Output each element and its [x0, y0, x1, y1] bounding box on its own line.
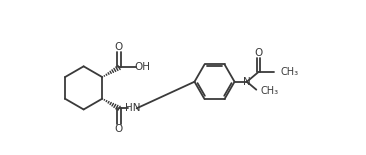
Text: O: O	[115, 124, 123, 134]
Text: N: N	[243, 77, 251, 87]
Text: HN: HN	[125, 103, 141, 113]
Text: OH: OH	[135, 62, 151, 73]
Text: O: O	[254, 48, 263, 58]
Text: CH₃: CH₃	[261, 86, 279, 96]
Text: CH₃: CH₃	[280, 67, 298, 77]
Text: O: O	[115, 42, 123, 52]
